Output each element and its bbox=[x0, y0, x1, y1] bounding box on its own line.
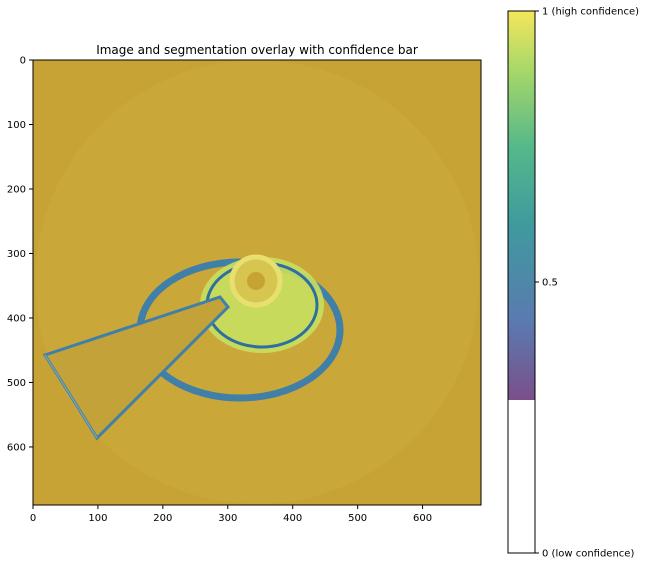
x-axis-ticks: 0 100 200 300 400 500 600 bbox=[30, 505, 432, 524]
y-tick-label: 400 bbox=[7, 313, 26, 324]
colorbar-ticks: 0 (low confidence) 0.5 1 (high confidence) bbox=[535, 7, 639, 560]
y-tick-label: 500 bbox=[7, 378, 26, 389]
y-tick-label: 0 bbox=[20, 56, 26, 67]
x-tick-label: 400 bbox=[283, 513, 302, 524]
y-tick-label: 100 bbox=[7, 120, 26, 131]
y-tick-label: 300 bbox=[7, 249, 26, 260]
center-core bbox=[247, 272, 265, 290]
colorbar-tick-label: 0 (low confidence) bbox=[542, 549, 634, 560]
colorbar-tick-label: 1 (high confidence) bbox=[542, 7, 639, 18]
colorbar-tick-label: 0.5 bbox=[542, 278, 558, 289]
x-tick-label: 100 bbox=[88, 513, 107, 524]
colorbar: 0 (low confidence) 0.5 1 (high confidence) bbox=[507, 7, 639, 560]
x-tick-label: 200 bbox=[153, 513, 172, 524]
x-tick-label: 300 bbox=[218, 513, 237, 524]
chart-title: Image and segmentation overlay with conf… bbox=[96, 43, 418, 57]
colorbar-blank bbox=[508, 400, 535, 553]
image-area bbox=[33, 60, 481, 505]
wedge-edge bbox=[44, 354, 98, 439]
y-tick-label: 600 bbox=[7, 442, 26, 453]
x-tick-label: 0 bbox=[30, 513, 36, 524]
x-tick-label: 500 bbox=[348, 513, 367, 524]
y-tick-label: 200 bbox=[7, 184, 26, 195]
x-tick-label: 600 bbox=[413, 513, 432, 524]
colorbar-gradient bbox=[508, 11, 535, 400]
y-axis-ticks: 0 100 200 300 400 500 600 bbox=[7, 56, 33, 453]
plot-frame bbox=[32, 59, 482, 506]
